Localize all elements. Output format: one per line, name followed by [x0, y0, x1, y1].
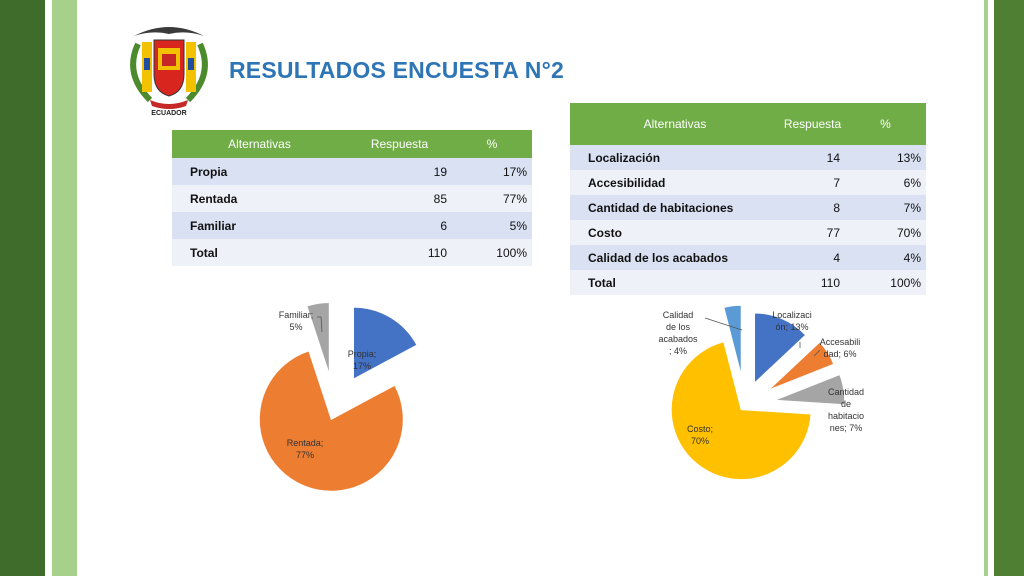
cell-respuesta: 4 [780, 245, 845, 270]
cell-alternativa: Localización [570, 145, 780, 170]
ecuador-seal-logo: ECUADOR [120, 22, 218, 122]
cell-alternativa: Cantidad de habitaciones [570, 195, 780, 220]
pie-slice-accesibilidad [768, 341, 835, 391]
column-header-respuesta: Respuesta [347, 130, 452, 158]
table-row: Rentada 85 77% [172, 185, 532, 212]
criterios-table: Alternativas Respuesta % Localización 14… [570, 103, 926, 295]
data-label-propia: Propia; 17% [348, 349, 377, 371]
table-row: Localización 14 13% [570, 145, 926, 170]
seal-label: ECUADOR [151, 110, 187, 117]
pie-slice-calidad-de-los-acabados [723, 304, 742, 376]
data-label-costo: Costo; 70% [687, 424, 713, 446]
cell-respuesta: 77 [780, 220, 845, 245]
cell-alternativa: Total [172, 239, 347, 266]
cell-alternativa: Total [570, 270, 780, 295]
left-dark-bar [0, 0, 45, 576]
cell-percent: 77% [452, 185, 532, 212]
cell-alternativa: Familiar [172, 212, 347, 239]
table-row-total: Total 110 100% [570, 270, 926, 295]
cell-alternativa: Accesibilidad [570, 170, 780, 195]
cell-percent: 100% [845, 270, 926, 295]
cell-respuesta: 14 [780, 145, 845, 170]
cell-respuesta: 7 [780, 170, 845, 195]
cell-respuesta: 110 [780, 270, 845, 295]
cell-respuesta: 19 [347, 158, 452, 185]
data-label-accesibilidad: Accesabili dad; 6% [820, 337, 861, 359]
cell-percent: 6% [845, 170, 926, 195]
table-row: Cantidad de habitaciones 8 7% [570, 195, 926, 220]
vivienda-pie-chart: Propia; 17% Rentada; 77% Familiar; 5% [258, 301, 418, 492]
cell-percent: 13% [845, 145, 926, 170]
table-row: Accesibilidad 7 6% [570, 170, 926, 195]
right-light-bar [984, 0, 988, 576]
cell-respuesta: 85 [347, 185, 452, 212]
table-row: Propia 19 17% [172, 158, 532, 185]
table-header-row: Alternativas Respuesta % [570, 103, 926, 145]
cell-percent: 5% [452, 212, 532, 239]
right-dark-bar [994, 0, 1024, 576]
leader-line [704, 317, 743, 331]
column-header-respuesta: Respuesta [780, 103, 845, 145]
table-row: Costo 77 70% [570, 220, 926, 245]
cell-respuesta: 6 [347, 212, 452, 239]
pie-slice-rentada [258, 350, 404, 492]
pie-slice-propia [352, 306, 418, 380]
data-label-cantidad-de-habitaciones: Cantidad de habitacio nes; 7% [828, 387, 864, 433]
cell-percent: 100% [452, 239, 532, 266]
criterios-pie-chart: Localizaci ón; 13% Accesabili dad; 6% Cantid… [658, 304, 864, 481]
pie-slice-cantidad-de-habitaciones [774, 373, 846, 406]
table-row: Calidad de los acabados 4 4% [570, 245, 926, 270]
data-label-rentada: Rentada; 77% [287, 438, 324, 460]
table-row-total: Total 110 100% [172, 239, 532, 266]
pie-slice-localizacion [754, 312, 807, 385]
pie-slice-familiar [306, 301, 330, 375]
cell-respuesta: 8 [780, 195, 845, 220]
cell-percent: 4% [845, 245, 926, 270]
cell-percent: 70% [845, 220, 926, 245]
cell-respuesta: 110 [347, 239, 452, 266]
data-label-calidad-de-los-acabados: Calidad de los acabados; 4% [658, 310, 698, 356]
table-row: Familiar 6 5% [172, 212, 532, 239]
column-header-alternativas: Alternativas [570, 103, 780, 145]
cell-percent: 17% [452, 158, 532, 185]
table-header-row: Alternativas Respuesta % [172, 130, 532, 158]
cell-alternativa: Costo [570, 220, 780, 245]
data-label-localizacion: Localizaci ón; 13% [772, 310, 812, 332]
cell-percent: 7% [845, 195, 926, 220]
vivienda-table: Alternativas Respuesta % Propia 19 17% R… [172, 130, 532, 266]
cell-alternativa: Rentada [172, 185, 347, 212]
page-title: RESULTADOS ENCUESTA N°2 [229, 57, 564, 83]
left-light-bar [52, 0, 77, 576]
leader-line [813, 349, 821, 357]
cell-alternativa: Calidad de los acabados [570, 245, 780, 270]
column-header-percent: % [452, 130, 532, 158]
cell-alternativa: Propia [172, 158, 347, 185]
leader-line [317, 316, 323, 333]
data-label-familiar: Familiar; 5% [279, 310, 314, 332]
pie-slice-costo [670, 341, 812, 481]
column-header-percent: % [845, 103, 926, 145]
column-header-alternativas: Alternativas [172, 130, 347, 158]
